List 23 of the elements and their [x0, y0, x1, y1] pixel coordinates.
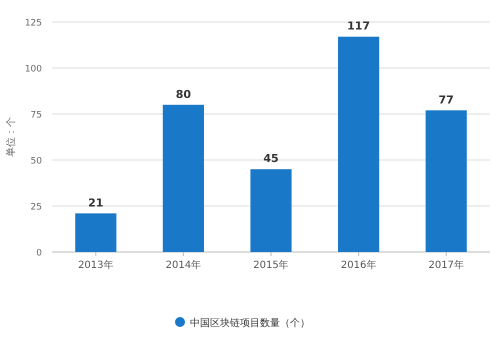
y-tick-label: 75 [30, 110, 42, 120]
bar [338, 36, 380, 252]
y-axis-title: 单位：个 [5, 117, 17, 157]
data-label: 80 [176, 88, 192, 101]
y-tick-label: 0 [36, 248, 42, 258]
legend-label: 中国区块链项目数量（个） [190, 317, 310, 329]
x-tick-label: 2017年 [428, 259, 464, 271]
bar [75, 213, 116, 252]
bar [426, 110, 467, 252]
bar [250, 169, 292, 252]
y-tick-label: 125 [24, 18, 42, 28]
data-label: 77 [438, 93, 454, 106]
bar [162, 104, 204, 252]
y-tick-label: 100 [24, 64, 42, 74]
y-tick-label: 25 [30, 202, 42, 212]
x-tick-label: 2014年 [166, 259, 202, 271]
x-tick-label: 2013年 [78, 259, 114, 271]
data-label: 21 [88, 196, 104, 210]
data-label: 117 [347, 20, 370, 33]
x-tick-label: 2015年 [253, 259, 289, 271]
data-label: 45 [263, 152, 279, 166]
y-tick-label: 50 [30, 156, 42, 166]
x-tick-label: 2016年 [340, 259, 376, 271]
